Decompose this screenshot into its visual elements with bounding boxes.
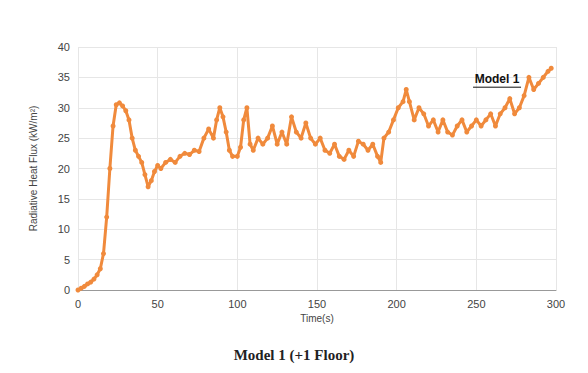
svg-text:40: 40 [58,41,70,53]
svg-text:Radiative Heat Flux (kW/m²): Radiative Heat Flux (kW/m²) [28,106,39,232]
svg-text:30: 30 [58,102,70,114]
svg-text:Time(s): Time(s) [300,313,334,324]
svg-text:50: 50 [152,298,164,310]
svg-text:0: 0 [75,298,81,310]
svg-text:250: 250 [467,298,485,310]
svg-text:35: 35 [58,71,70,83]
svg-text:0: 0 [64,284,70,296]
svg-text:15: 15 [58,193,70,205]
svg-text:100: 100 [228,298,246,310]
svg-text:Model 1: Model 1 [475,72,520,86]
svg-text:5: 5 [64,254,70,266]
svg-text:200: 200 [387,298,405,310]
svg-text:25: 25 [58,132,70,144]
svg-text:150: 150 [308,298,326,310]
svg-text:10: 10 [58,223,70,235]
svg-text:20: 20 [58,163,70,175]
svg-text:Model 1 (+1 Floor): Model 1 (+1 Floor) [234,347,355,364]
svg-text:300: 300 [547,298,565,310]
